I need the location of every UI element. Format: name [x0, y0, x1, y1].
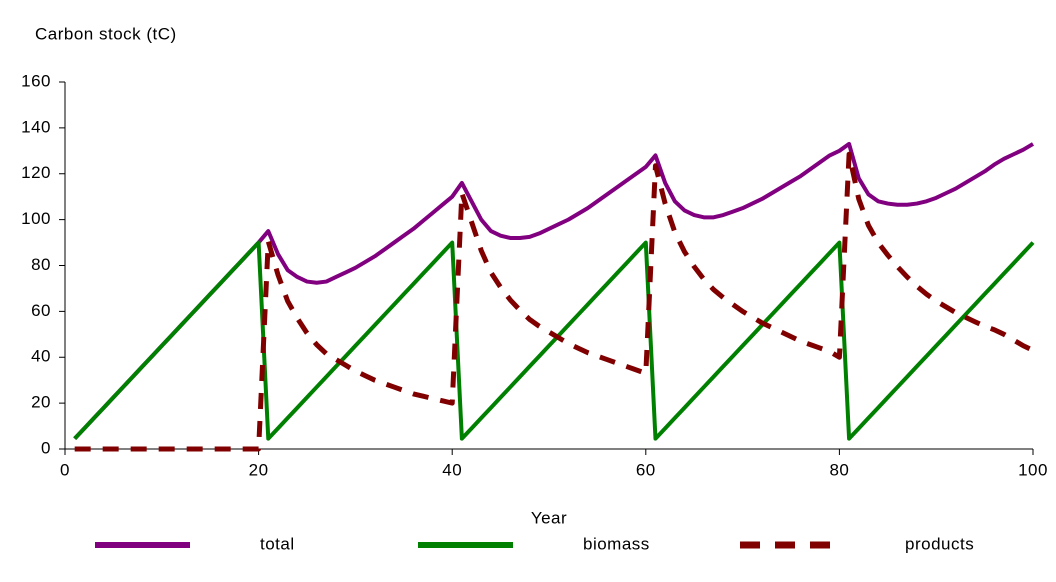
- y-tick-label: 60: [31, 301, 51, 320]
- y-tick-label: 140: [21, 117, 51, 136]
- y-tick-label: 120: [21, 163, 51, 182]
- x-tick-label: 40: [442, 460, 462, 479]
- x-tick-label: 20: [249, 460, 269, 479]
- y-axis-label: Carbon stock (tC): [35, 24, 177, 43]
- x-tick-label: 100: [1018, 460, 1048, 479]
- x-tick-label: 80: [829, 460, 849, 479]
- data-line: [73, 240, 1035, 441]
- y-tick-label: 0: [41, 438, 51, 457]
- y-tick-label: 80: [31, 255, 51, 274]
- y-tick-label: 160: [21, 71, 51, 90]
- x-tick-label: 0: [60, 460, 70, 479]
- x-tick-label: 60: [636, 460, 656, 479]
- legend-label: products: [905, 534, 974, 553]
- x-axis-label: Year: [531, 508, 567, 527]
- y-tick-label: 100: [21, 209, 51, 228]
- y-tick-label: 40: [31, 347, 51, 366]
- data-line: [74, 151, 1035, 452]
- legend-label: total: [260, 534, 295, 553]
- legend-label: biomass: [583, 534, 650, 553]
- y-tick-label: 20: [31, 393, 51, 412]
